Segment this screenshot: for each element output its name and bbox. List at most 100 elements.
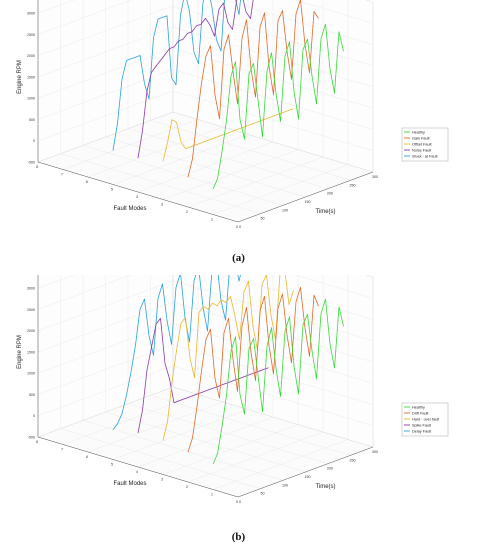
fault-tick-label: 5 bbox=[111, 188, 113, 192]
fault-tick-label: 0 bbox=[236, 225, 238, 229]
gridline-y bbox=[212, 0, 349, 215]
legend-box bbox=[401, 402, 449, 437]
rpm-tick-label: 500 bbox=[29, 118, 35, 122]
gridline-y bbox=[162, 275, 299, 475]
gridline-y bbox=[62, 275, 199, 445]
legend-label: Hard - over fault bbox=[412, 417, 440, 421]
fault-tick-label: 5 bbox=[111, 463, 113, 467]
series-line-hard-over-fault bbox=[162, 275, 294, 441]
fault-tick-label: 1 bbox=[211, 218, 213, 222]
legend-b: Healthy Drift Fault Hard - over fault Spike… bbox=[401, 402, 449, 437]
legend-label: Offset Fault bbox=[412, 142, 433, 146]
series-line-gain-fault bbox=[187, 0, 319, 178]
gridline-y bbox=[137, 275, 274, 468]
tick-labels-a: -500050010001500200025003000350005010015… bbox=[27, 12, 378, 229]
rpm-axis-label: Engine RPM bbox=[17, 60, 23, 94]
panel-label-b: (b) bbox=[231, 531, 246, 543]
time-tick-label: 100 bbox=[282, 208, 288, 212]
time-tick-label: 100 bbox=[282, 483, 288, 487]
legend-box bbox=[401, 127, 449, 162]
fault-axis-line bbox=[37, 161, 239, 223]
rpm-tick-label: 2000 bbox=[27, 329, 35, 333]
legend-label: Spike Fault bbox=[412, 423, 432, 427]
time-tick-label: 0 bbox=[239, 225, 241, 229]
rpm-tick-label: -500 bbox=[28, 435, 35, 439]
fault-axis-label: Fault Modes bbox=[113, 206, 146, 212]
series-line-healthy bbox=[212, 23, 344, 190]
rpm-tick-label: 2000 bbox=[27, 54, 35, 58]
series-line-delay-fault bbox=[112, 275, 241, 431]
gridline-y bbox=[187, 275, 324, 483]
legend-label: Delay Fault bbox=[412, 429, 432, 433]
legend-label: Drift Fault bbox=[412, 411, 429, 415]
fault-tick-label: 1 bbox=[211, 493, 213, 497]
chart-b-svg: -500050010001500200025003000350005010015… bbox=[17, 275, 449, 504]
fault-axis-line bbox=[37, 436, 239, 498]
time-tick-label: 150 bbox=[305, 475, 311, 479]
gridline-y bbox=[37, 275, 174, 438]
time-axis-line bbox=[237, 171, 374, 223]
gridline-z bbox=[37, 275, 374, 299]
legend-label: Healthy bbox=[412, 130, 425, 134]
time-tick-label: 0 bbox=[239, 500, 241, 504]
fault-tick-label: 2 bbox=[186, 485, 188, 489]
time-tick-label: 250 bbox=[350, 458, 356, 462]
legend-a: Healthy Gain Fault Offset Fault Noise Fault… bbox=[401, 127, 449, 162]
rpm-tick-label: 0 bbox=[33, 139, 35, 143]
series-line-noise-fault bbox=[137, 0, 254, 159]
gridline-y bbox=[37, 0, 174, 163]
gridline-y bbox=[87, 275, 224, 453]
legend-label: Noise Fault bbox=[412, 148, 432, 152]
gridline-y bbox=[212, 275, 349, 490]
fault-tick-label: 3 bbox=[161, 478, 163, 482]
time-tick-label: 250 bbox=[350, 183, 356, 187]
rpm-tick-label: -500 bbox=[28, 160, 35, 164]
fault-tick-label: 8 bbox=[36, 165, 38, 169]
legend-label: Healthy bbox=[412, 405, 425, 409]
chart-panel-b: -500050010001500200025003000350005010015… bbox=[0, 275, 477, 550]
fault-tick-label: 4 bbox=[136, 470, 138, 474]
time-axis-line bbox=[237, 446, 374, 498]
gridline-z bbox=[37, 0, 374, 24]
fault-tick-label: 7 bbox=[61, 173, 63, 177]
fault-tick-label: 4 bbox=[136, 195, 138, 199]
series-group-a bbox=[112, 0, 344, 190]
gridline-y bbox=[187, 0, 324, 208]
gridline-y bbox=[137, 0, 274, 193]
gridline-y bbox=[87, 0, 224, 178]
rpm-tick-label: 2500 bbox=[27, 33, 35, 37]
fault-tick-label: 3 bbox=[161, 203, 163, 207]
panel-label-a: (a) bbox=[232, 252, 245, 264]
fault-tick-label: 6 bbox=[86, 180, 88, 184]
series-line-stuck-at-fault bbox=[112, 0, 241, 151]
time-axis-label: Time(s) bbox=[315, 484, 335, 490]
rpm-tick-label: 500 bbox=[29, 393, 35, 397]
time-axis-label: Time(s) bbox=[315, 209, 335, 215]
time-tick-label: 150 bbox=[305, 200, 311, 204]
tick-labels-b: -500050010001500200025003000350005010015… bbox=[27, 287, 378, 504]
time-tick-label: 50 bbox=[261, 492, 265, 496]
fault-tick-label: 8 bbox=[36, 440, 38, 444]
grid-a bbox=[37, 0, 374, 223]
series-line-healthy bbox=[212, 298, 344, 465]
gridline-y bbox=[162, 0, 299, 200]
series-line-offset-fault bbox=[162, 108, 294, 162]
gridline-y bbox=[112, 275, 249, 460]
rpm-tick-label: 3000 bbox=[27, 12, 35, 16]
fault-axis-label: Fault Modes bbox=[113, 481, 146, 487]
rpm-tick-label: 1500 bbox=[27, 350, 35, 354]
rpm-tick-label: 2500 bbox=[27, 308, 35, 312]
chart-a-svg: -500050010001500200025003000350005010015… bbox=[17, 0, 449, 229]
rpm-tick-label: 1000 bbox=[27, 372, 35, 376]
chart-panel-a: -500050010001500200025003000350005010015… bbox=[0, 0, 477, 274]
time-tick-label: 50 bbox=[261, 217, 265, 221]
fault-tick-label: 6 bbox=[86, 455, 88, 459]
gridline-y bbox=[62, 0, 199, 170]
series-line-drift-fault bbox=[187, 286, 319, 453]
rpm-tick-label: 1000 bbox=[27, 97, 35, 101]
legend-label: Gain Fault bbox=[412, 136, 430, 140]
rpm-axis-label: Engine RPM bbox=[17, 335, 23, 369]
rpm-tick-label: 3000 bbox=[27, 287, 35, 291]
time-tick-label: 200 bbox=[327, 467, 333, 471]
legend-label: Stuck - at Fault bbox=[412, 154, 438, 158]
